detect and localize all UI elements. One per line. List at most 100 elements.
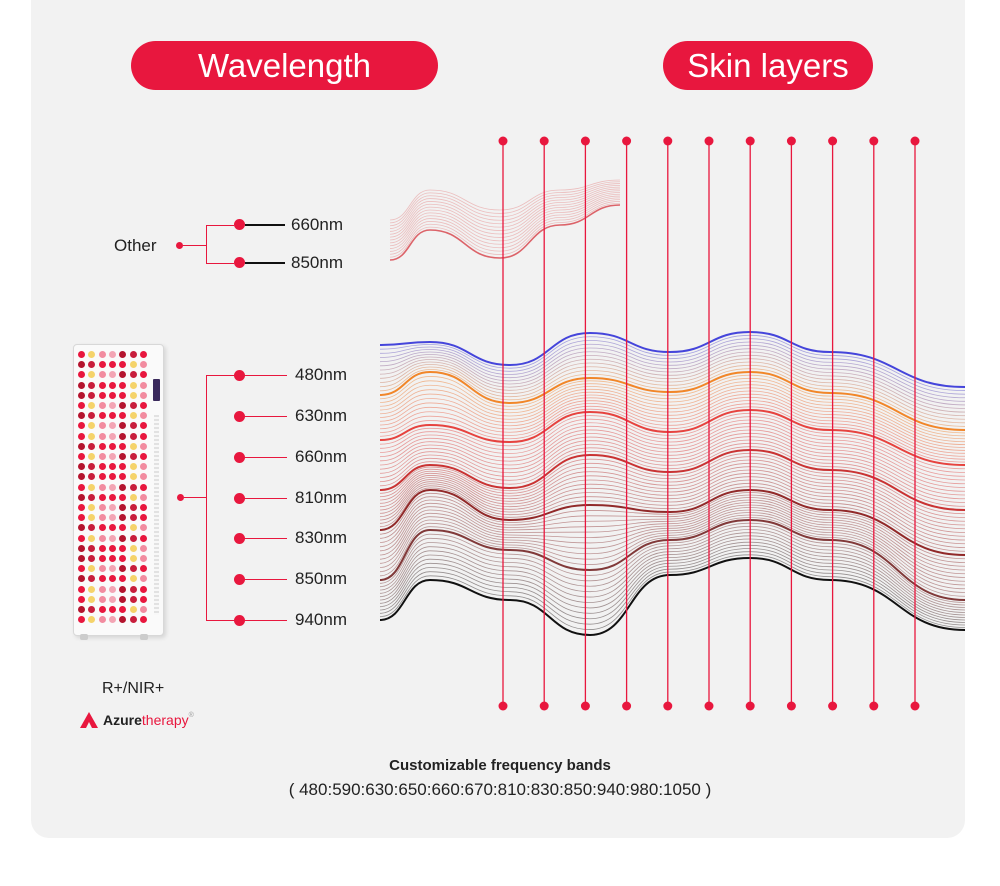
other-wave-line xyxy=(389,188,621,235)
other-bracket-bottom xyxy=(206,263,234,264)
main-panel xyxy=(31,0,965,838)
wavelength-dot xyxy=(234,493,245,504)
led xyxy=(129,504,137,511)
led xyxy=(139,463,147,471)
skin-layer-dot xyxy=(828,701,838,711)
led xyxy=(98,595,106,603)
wave-line xyxy=(379,368,966,427)
led xyxy=(108,493,116,501)
led xyxy=(88,453,96,460)
led xyxy=(88,351,96,358)
led xyxy=(78,534,85,542)
led xyxy=(98,422,106,430)
led xyxy=(108,361,116,369)
wave-line xyxy=(379,512,966,590)
wave-line xyxy=(379,432,966,492)
led xyxy=(98,585,106,593)
led xyxy=(108,575,116,583)
wave-line xyxy=(379,544,966,621)
led xyxy=(88,432,96,440)
led xyxy=(119,483,127,491)
led xyxy=(119,432,127,440)
wave-line xyxy=(379,476,966,541)
led xyxy=(108,432,116,440)
skin-layer-dot xyxy=(539,701,549,711)
led xyxy=(78,402,85,409)
led xyxy=(98,402,106,409)
led xyxy=(88,442,96,450)
wavelength-dot xyxy=(234,452,245,463)
skin-layers-header: Skin layers xyxy=(663,41,873,90)
led xyxy=(108,606,116,613)
led xyxy=(88,361,96,369)
other-850-dot xyxy=(234,257,245,268)
wave-line xyxy=(379,400,966,457)
led xyxy=(139,555,147,562)
led xyxy=(88,544,96,552)
other-660-dot xyxy=(234,219,245,230)
led xyxy=(119,575,127,583)
led xyxy=(129,453,137,460)
led xyxy=(129,575,137,583)
wave-line-key xyxy=(379,370,966,431)
wavelength-label: 940nm xyxy=(295,610,347,629)
led xyxy=(119,514,127,522)
led xyxy=(98,555,106,562)
led xyxy=(139,544,147,552)
led xyxy=(98,473,106,481)
wave-line-key xyxy=(379,556,966,637)
wave-line xyxy=(379,361,966,420)
led xyxy=(129,606,137,613)
other-wave-line xyxy=(389,179,621,221)
led xyxy=(88,483,96,491)
led xyxy=(139,595,147,603)
led xyxy=(78,575,85,583)
led xyxy=(108,595,116,603)
led xyxy=(139,371,147,379)
wavelength-dot xyxy=(234,574,245,585)
other-850-label: 850nm xyxy=(291,253,343,272)
led xyxy=(139,606,147,613)
other-bracket xyxy=(206,225,207,264)
wave-line-key xyxy=(379,330,966,388)
led xyxy=(139,432,147,440)
brand-triangle-icon xyxy=(80,712,98,728)
led xyxy=(108,534,116,542)
wave-line xyxy=(379,459,966,522)
led xyxy=(139,402,147,409)
led xyxy=(98,483,106,491)
led xyxy=(88,555,96,562)
wave-line xyxy=(379,554,966,630)
led xyxy=(78,585,85,593)
led xyxy=(98,534,106,542)
main-wave-bundle xyxy=(379,330,966,637)
wavelength-line xyxy=(245,538,287,539)
led xyxy=(78,422,85,430)
wave-line xyxy=(379,358,966,417)
led xyxy=(88,524,96,532)
led xyxy=(119,524,127,532)
led xyxy=(88,493,96,501)
other-wave-line xyxy=(389,190,621,238)
led xyxy=(78,453,85,460)
led xyxy=(119,463,127,471)
led xyxy=(108,585,116,593)
led xyxy=(119,402,127,409)
led xyxy=(119,565,127,573)
wavelength-line xyxy=(245,416,287,417)
wave-line xyxy=(379,381,966,440)
wave-line xyxy=(379,486,966,552)
wavelength-label: 810nm xyxy=(295,488,347,507)
led xyxy=(129,402,137,409)
led xyxy=(88,504,96,511)
led xyxy=(129,524,137,532)
wave-line xyxy=(379,393,966,451)
led xyxy=(78,463,85,471)
wave-line xyxy=(379,482,966,548)
led xyxy=(78,514,85,522)
led xyxy=(119,606,127,613)
other-wave-line xyxy=(389,199,621,252)
led xyxy=(78,555,85,562)
led xyxy=(119,616,127,624)
led xyxy=(139,412,147,420)
